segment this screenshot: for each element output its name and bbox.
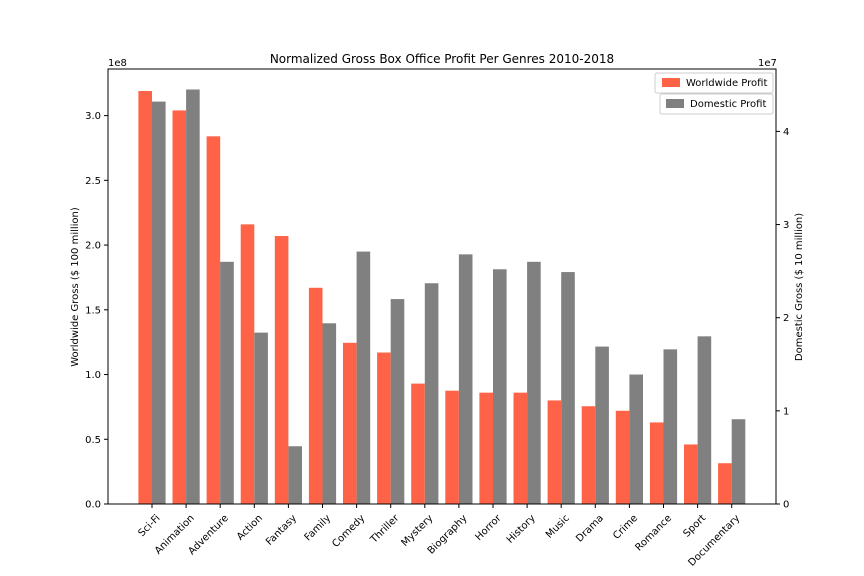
bar-worldwide-adventure (206, 136, 221, 504)
bar-worldwide-animation (172, 110, 187, 505)
x-tick-label: Thriller (368, 512, 402, 546)
legend-box-domestic (659, 93, 774, 115)
left-axis-offset-text: 1e8 (108, 58, 127, 69)
x-tick-label: Fantasy (264, 513, 299, 548)
y-tick-label: 2.0 (85, 241, 101, 252)
plot-frame (107, 68, 777, 505)
y2-tick-label: 2 (783, 313, 789, 324)
bar-domestic-documentary (731, 419, 746, 504)
bar-worldwide-music (547, 400, 562, 504)
x-tick-label: Sci-Fi (136, 513, 162, 539)
bar-domestic-crime (629, 374, 643, 504)
x-tick-label: Music (544, 513, 572, 541)
x-tick-label: Horror (473, 512, 504, 543)
bar-worldwide-thriller (377, 352, 391, 504)
x-tick-label: Action (235, 513, 265, 543)
bar-domestic-family (322, 323, 337, 504)
bar-domestic-mystery (424, 283, 439, 504)
bar-domestic-horror (493, 269, 507, 504)
x-tick-label: History (505, 513, 538, 546)
legend: Worldwide Profit Domestic Profit (654, 72, 774, 115)
bars-group (138, 89, 746, 505)
bar-domestic-drama (595, 346, 609, 504)
y2-tick-label: 3 (783, 220, 789, 231)
y-tick-label: 1.5 (85, 305, 101, 316)
bar-worldwide-crime (615, 410, 630, 504)
y2-tick-label: 0 (783, 500, 789, 511)
x-tick-label: Crime (611, 513, 640, 542)
bar-worldwide-sport (684, 444, 698, 504)
chart-title: Normalized Gross Box Office Profit Per G… (270, 52, 614, 66)
bar-worldwide-action (240, 224, 255, 505)
right-axis-ticks: 0 1 2 3 4 (776, 127, 789, 511)
bar-domestic-action (254, 332, 268, 504)
x-tick-label: Drama (574, 513, 606, 545)
y-tick-label: 2.5 (85, 176, 101, 187)
x-tick-label: Family (303, 513, 334, 544)
bar-domestic-sci-fi (152, 101, 166, 504)
x-tick-label: Sport (681, 513, 708, 540)
legend-swatch-worldwide (662, 78, 680, 87)
y-tick-label: 0.0 (85, 500, 101, 511)
left-axis-label: Worldwide Gross ($ 100 million) (70, 207, 81, 367)
legend-label-domestic: Domestic Profit (690, 99, 766, 110)
y-tick-label: 1.0 (85, 370, 101, 381)
legend-box-worldwide (654, 72, 774, 94)
bar-worldwide-history (513, 392, 528, 504)
y-tick-label: 3.0 (85, 111, 101, 122)
y2-tick-label: 4 (783, 127, 789, 138)
x-tick-label: Comedy (330, 513, 367, 550)
right-axis-label: Domestic Gross ($ 10 million) (794, 213, 805, 361)
bar-domestic-fantasy (288, 446, 302, 504)
bar-domestic-comedy (356, 251, 371, 504)
y-tick-label: 0.5 (85, 435, 101, 446)
bar-worldwide-comedy (343, 342, 357, 504)
legend-label-worldwide: Worldwide Profit (686, 78, 767, 89)
bar-domestic-animation (186, 89, 200, 505)
x-tick-label: Romance (634, 513, 675, 554)
bar-worldwide-family (308, 287, 323, 504)
legend-swatch-domestic (666, 99, 684, 108)
bar-worldwide-romance (649, 422, 664, 504)
bar-domestic-biography (458, 254, 473, 504)
bar-domestic-thriller (390, 299, 405, 504)
bar-domestic-music (561, 272, 575, 504)
bar-worldwide-mystery (411, 383, 425, 504)
bar-worldwide-fantasy (274, 236, 289, 504)
bar-worldwide-drama (581, 406, 596, 504)
bar-domestic-romance (663, 349, 678, 504)
bar-domestic-history (527, 261, 541, 504)
y2-tick-label: 1 (783, 406, 789, 417)
bar-worldwide-sci-fi (138, 91, 152, 504)
left-axis-ticks: 0.0 0.5 1.0 1.5 2.0 2.5 3.0 (85, 111, 108, 511)
bar-worldwide-documentary (718, 463, 732, 504)
bar-domestic-adventure (220, 261, 234, 504)
right-axis-offset-text: 1e7 (758, 58, 777, 69)
bar-domestic-sport (697, 336, 712, 504)
bar-worldwide-horror (479, 392, 493, 504)
bar-worldwide-biography (445, 390, 459, 504)
